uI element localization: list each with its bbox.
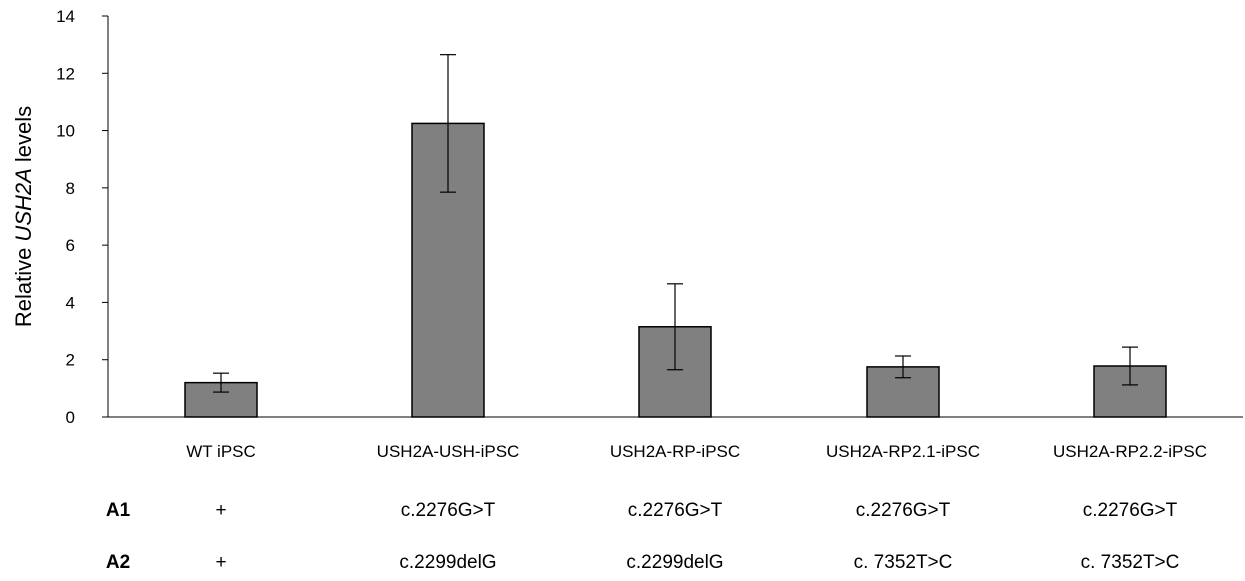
error-bar — [440, 54, 456, 193]
allele-cell: c.2299delG — [399, 552, 496, 573]
error-bar — [213, 372, 229, 393]
allele-cell: + — [215, 500, 226, 521]
y-axis-label-prefix: Relative — [11, 242, 36, 328]
allele-cell: c.2276G>T — [1083, 500, 1178, 521]
error-bar — [667, 283, 683, 371]
y-axis-label: Relative USH2A levels — [11, 106, 36, 327]
y-tick-label: 10 — [56, 122, 75, 141]
x-category-label: WT iPSC — [186, 442, 256, 461]
y-axis-label-suffix: levels — [11, 106, 36, 168]
y-axis-label-gene: USH2A — [11, 168, 36, 241]
allele-row-label: A2 — [106, 552, 130, 573]
y-axis-ticks: 0 2 4 6 8 10 12 14 — [56, 7, 108, 427]
error-bar — [895, 355, 911, 379]
allele-row-label: A1 — [106, 500, 131, 521]
x-axis-categories: WT iPSC USH2A-USH-iPSC USH2A-RP-iPSC USH2A-… — [186, 442, 1207, 461]
x-category-label: USH2A-RP2.1-iPSC — [826, 442, 980, 461]
error-bars-group — [213, 54, 1138, 393]
x-category-label: USH2A-RP2.2-iPSC — [1053, 442, 1207, 461]
allele-cell: c.2276G>T — [401, 500, 496, 521]
x-category-label: USH2A-RP-iPSC — [610, 442, 740, 461]
error-bar — [1122, 346, 1138, 386]
allele-table: A1 + c.2276G>T c.2276G>T c.2276G>T c.2276G>T A… — [106, 500, 1180, 573]
y-tick-label: 4 — [66, 293, 75, 312]
y-tick-label: 12 — [56, 64, 75, 83]
allele-cell: c.2276G>T — [856, 500, 951, 521]
x-category-label: USH2A-USH-iPSC — [377, 442, 520, 461]
allele-cell: c.2299delG — [626, 552, 723, 573]
y-tick-label: 2 — [66, 351, 75, 370]
bar — [638, 326, 712, 418]
allele-cell: c.2276G>T — [628, 500, 723, 521]
y-tick-label: 0 — [66, 408, 75, 427]
bars-group — [184, 122, 1167, 418]
allele-cell: + — [215, 552, 226, 573]
y-tick-label: 8 — [66, 179, 75, 198]
y-tick-label: 6 — [66, 236, 75, 255]
allele-cell: c. 7352T>C — [854, 552, 953, 573]
y-tick-label: 14 — [56, 7, 75, 26]
allele-cell: c. 7352T>C — [1081, 552, 1180, 573]
